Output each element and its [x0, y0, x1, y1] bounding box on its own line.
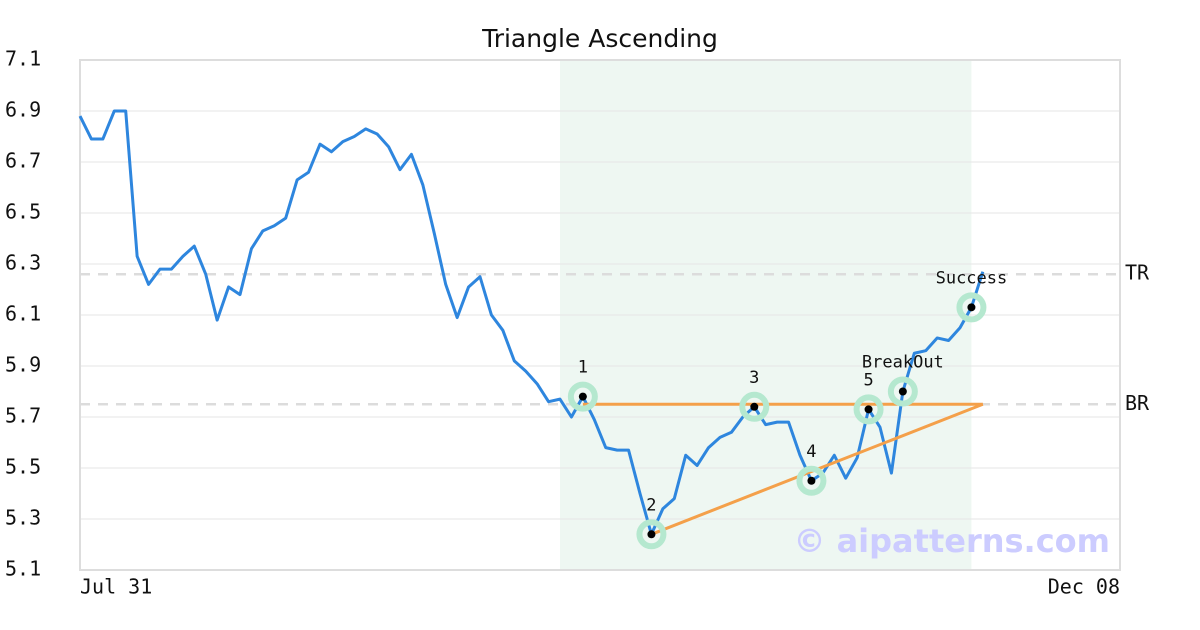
point-label: 3: [749, 368, 759, 388]
y-tick-label: 6.1: [5, 302, 41, 326]
level-label: BR: [1125, 391, 1150, 415]
price-line: [78, 109, 985, 536]
level-label: TR: [1125, 261, 1150, 285]
point-dot: [578, 392, 587, 401]
point-label: 1: [578, 358, 588, 378]
point-halo: [853, 394, 884, 425]
point-label: 2: [646, 495, 656, 515]
point-label: BreakOut: [862, 353, 944, 373]
point-halo: [567, 381, 598, 412]
point-label: 4: [806, 442, 816, 462]
y-tick-label: 6.3: [5, 251, 41, 275]
y-tick-label: 6.7: [5, 149, 41, 173]
point-halo: [956, 292, 987, 323]
y-tick-label: 5.9: [5, 353, 41, 377]
plot-frame: [79, 59, 1121, 571]
y-tick-label: 5.5: [5, 455, 41, 479]
watermark: © aipatterns.com: [793, 522, 1110, 560]
y-tick-label: 7.1: [5, 47, 41, 71]
point-dot: [898, 387, 907, 396]
chart-title: Triangle Ascending: [481, 24, 718, 53]
x-tick-label: Jul 31: [80, 575, 152, 599]
point-halo: [796, 465, 827, 496]
point-halo: [739, 391, 770, 422]
y-tick-label: 5.1: [5, 557, 41, 581]
point-dot: [647, 530, 656, 539]
x-tick-label: Dec 08: [1048, 575, 1120, 599]
point-dot: [807, 476, 816, 485]
y-tick-label: 5.7: [5, 404, 41, 428]
y-tick-label: 6.5: [5, 200, 41, 224]
point-dot: [967, 303, 976, 312]
point-halo: [887, 376, 918, 407]
y-tick-label: 6.9: [5, 98, 41, 122]
y-tick-label: 5.3: [5, 506, 41, 530]
point-label: Success: [936, 268, 1008, 288]
point-halo: [636, 519, 667, 550]
point-dot: [864, 405, 873, 414]
point-label: 5: [863, 370, 873, 390]
point-dot: [750, 402, 759, 411]
